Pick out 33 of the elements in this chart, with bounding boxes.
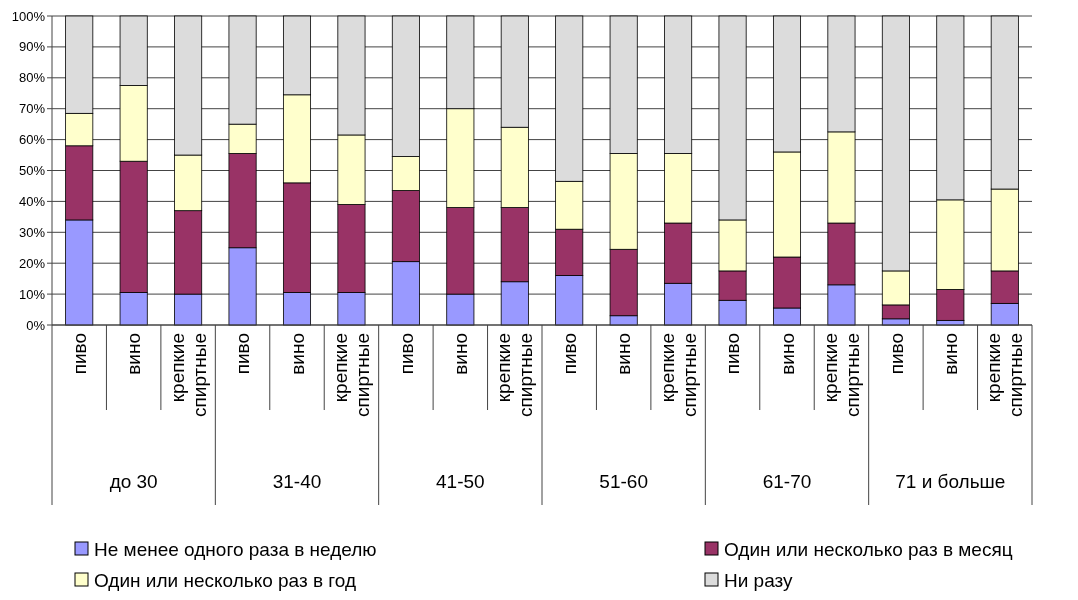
y-tick-label: 90%: [18, 39, 46, 55]
x-tick-label: пиво: [722, 333, 744, 375]
y-tick-label: 100%: [11, 8, 46, 24]
legend-label: Один или несколько раз в год: [94, 569, 357, 591]
y-tick-label: 10%: [18, 286, 46, 302]
y-tick-label: 20%: [18, 255, 46, 271]
x-tick-label: вино: [286, 333, 308, 375]
x-tick-label: вино: [449, 333, 471, 375]
x-tick-label: вино: [939, 333, 961, 375]
x-tick-label: вино: [123, 333, 145, 375]
x-tick-label: пиво: [558, 333, 580, 375]
text: 41-50: [436, 471, 485, 492]
y-tick-label: 70%: [18, 101, 46, 117]
x-tick-label: пиво: [68, 333, 90, 375]
text: 31-40: [272, 471, 322, 492]
legend-label: Ни разу: [724, 569, 794, 591]
y-tick-label: 60%: [18, 132, 46, 148]
y-tick-label: 0%: [26, 317, 46, 333]
x-tick-label: пиво: [885, 333, 907, 375]
x-tick-label: вино: [613, 333, 635, 375]
x-tick-label: вино: [776, 333, 798, 375]
y-tick-label: 40%: [18, 193, 46, 209]
text: 71 и больше: [895, 471, 1006, 492]
legend-label: Не менее одного раза в неделю: [94, 538, 377, 560]
legend-label: Один или несколько раз в месяц: [724, 538, 1013, 560]
text: 61-70: [762, 471, 812, 492]
y-tick-label: 50%: [18, 163, 46, 179]
text: до 30: [109, 471, 158, 492]
x-tick-label: пиво: [395, 333, 417, 375]
text: 51-60: [599, 471, 648, 492]
y-tick-label: 30%: [18, 224, 46, 240]
y-tick-label: 80%: [18, 70, 46, 86]
x-tick-label: пиво: [232, 333, 254, 375]
